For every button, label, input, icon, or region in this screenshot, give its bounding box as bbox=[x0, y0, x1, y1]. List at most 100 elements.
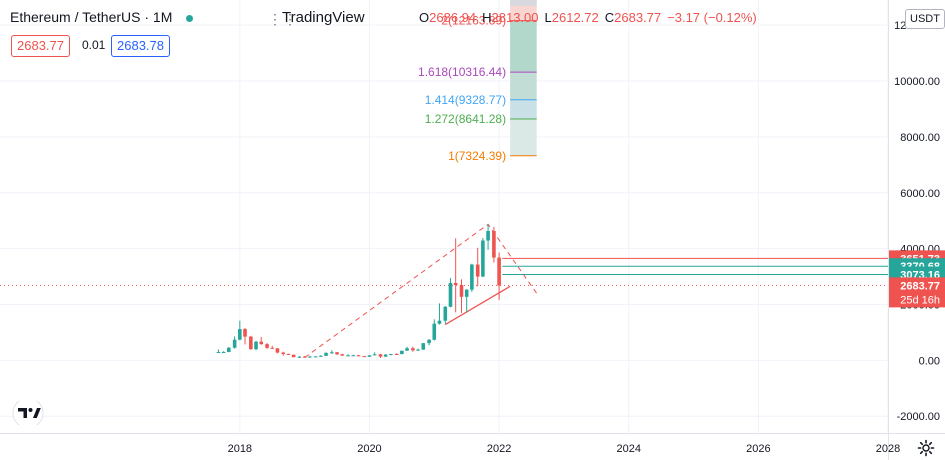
candle-body bbox=[291, 354, 296, 358]
fib-extension: 1(7324.39) 1.272(8641.28) 1.414(9328.77) 1.… bbox=[418, 0, 537, 163]
candles bbox=[216, 224, 501, 359]
candle-body bbox=[470, 264, 474, 290]
close-label: C bbox=[604, 10, 615, 25]
candle-body bbox=[243, 329, 247, 337]
fib-level-label: 1.414(9328.77) bbox=[425, 93, 506, 107]
fib-top-bar bbox=[510, 0, 537, 6]
symbol-title[interactable]: Ethereum / TetherUS · 1M bbox=[10, 9, 173, 25]
currency-button[interactable]: USDT bbox=[905, 9, 945, 29]
candle-body bbox=[238, 329, 242, 340]
bar-countdown: 25d 16h bbox=[900, 294, 940, 306]
support-trend-line bbox=[444, 285, 511, 326]
candle-body bbox=[400, 350, 404, 355]
x-tick-label: 2028 bbox=[876, 443, 900, 455]
tradingview-label: TradingView bbox=[282, 9, 365, 26]
candle-body bbox=[416, 349, 420, 351]
candle-body bbox=[481, 240, 485, 277]
candle-body bbox=[421, 343, 426, 350]
legend-menu-icon[interactable]: ⋮⋮ bbox=[268, 11, 298, 27]
y-tick-label: 8000.00 bbox=[900, 132, 940, 144]
candle-body bbox=[330, 352, 334, 354]
candle-body bbox=[383, 354, 388, 357]
candle-body bbox=[367, 355, 372, 357]
x-tick-label: 2022 bbox=[487, 443, 511, 455]
candle-body bbox=[249, 336, 253, 350]
candle-body bbox=[270, 347, 275, 349]
candle-body bbox=[389, 353, 393, 355]
y-tick-label: 6000.00 bbox=[900, 188, 940, 200]
candle-body bbox=[372, 354, 377, 356]
low-label: L bbox=[544, 10, 552, 25]
fib-level-label: 1(7324.39) bbox=[448, 149, 506, 163]
candle-body bbox=[427, 339, 431, 344]
candle-body bbox=[319, 355, 323, 357]
change-value: −3.17 (−0.12%) bbox=[667, 10, 757, 25]
candle-body bbox=[405, 348, 409, 351]
trend-lines bbox=[304, 223, 538, 359]
candle-body bbox=[313, 356, 318, 358]
candle-body bbox=[464, 289, 469, 297]
current-price-badge-bg bbox=[889, 277, 945, 308]
close-value: 2683.77 bbox=[614, 10, 662, 25]
fib-band bbox=[510, 72, 537, 100]
sell-button[interactable]: 2683.77 bbox=[11, 35, 70, 57]
candle-body bbox=[216, 351, 221, 353]
candle-body bbox=[335, 352, 339, 355]
candle-body bbox=[265, 344, 269, 348]
x-tick-label: 2020 bbox=[357, 443, 381, 455]
candle-body bbox=[486, 231, 490, 241]
fib-band bbox=[510, 118, 537, 156]
low-value: 2612.72 bbox=[551, 10, 599, 25]
candle-body bbox=[302, 356, 307, 358]
candle-body bbox=[351, 355, 356, 357]
candle-body bbox=[411, 348, 415, 351]
high-label: H bbox=[482, 10, 492, 25]
candle-body bbox=[443, 306, 448, 321]
candle-body bbox=[324, 352, 328, 356]
dashed-trend-line bbox=[304, 223, 538, 359]
candle-body bbox=[497, 257, 501, 286]
candle-body bbox=[281, 352, 286, 354]
candle-body bbox=[394, 353, 399, 355]
fib-band bbox=[510, 20, 537, 73]
candle-body bbox=[432, 323, 437, 340]
candle-body bbox=[459, 284, 464, 297]
candle-body bbox=[378, 354, 383, 357]
open-value: 2686.94 bbox=[429, 10, 477, 25]
y-tick-label: 10000.00 bbox=[894, 76, 940, 88]
y-tick-label: 0.00 bbox=[919, 355, 940, 367]
buy-button[interactable]: 2683.78 bbox=[111, 35, 170, 57]
candle-body bbox=[227, 347, 231, 352]
fib-level-label: 1.618(10316.44) bbox=[418, 65, 506, 79]
candle-body bbox=[254, 341, 258, 350]
symbol-legend[interactable]: Ethereum / TetherUS · 1M bbox=[10, 9, 199, 25]
ohlc-legend: O2686.94 H2813.00 L2612.72 C2683.77 −3.17 (−… bbox=[419, 10, 763, 25]
candle-body bbox=[232, 339, 237, 348]
candle-body bbox=[362, 356, 367, 358]
candle-body bbox=[340, 354, 345, 356]
candle-body bbox=[286, 353, 291, 355]
candle-body bbox=[346, 355, 350, 357]
fib-level-label: 1.272(8641.28) bbox=[425, 112, 506, 126]
x-tick-label: 2018 bbox=[228, 443, 252, 455]
candle-body bbox=[437, 320, 442, 324]
candle-body bbox=[448, 282, 453, 307]
candle-body bbox=[356, 355, 361, 357]
current-price-badge: 2683.77 bbox=[900, 280, 940, 292]
y-tick-label: -2000.00 bbox=[897, 411, 940, 423]
high-value: 2813.00 bbox=[491, 10, 539, 25]
candle-body bbox=[492, 231, 496, 258]
horizontal-lines bbox=[0, 257, 888, 286]
open-label: O bbox=[419, 10, 430, 25]
candle-body bbox=[275, 348, 280, 353]
candle-body bbox=[259, 341, 264, 345]
candle-body bbox=[221, 351, 226, 353]
x-tick-label: 2026 bbox=[746, 443, 770, 455]
candle-body bbox=[308, 356, 312, 358]
tradingview-logo-icon[interactable] bbox=[12, 401, 44, 425]
fib-band bbox=[510, 99, 537, 119]
gear-icon[interactable] bbox=[917, 439, 935, 457]
market-status-icon bbox=[186, 14, 194, 22]
